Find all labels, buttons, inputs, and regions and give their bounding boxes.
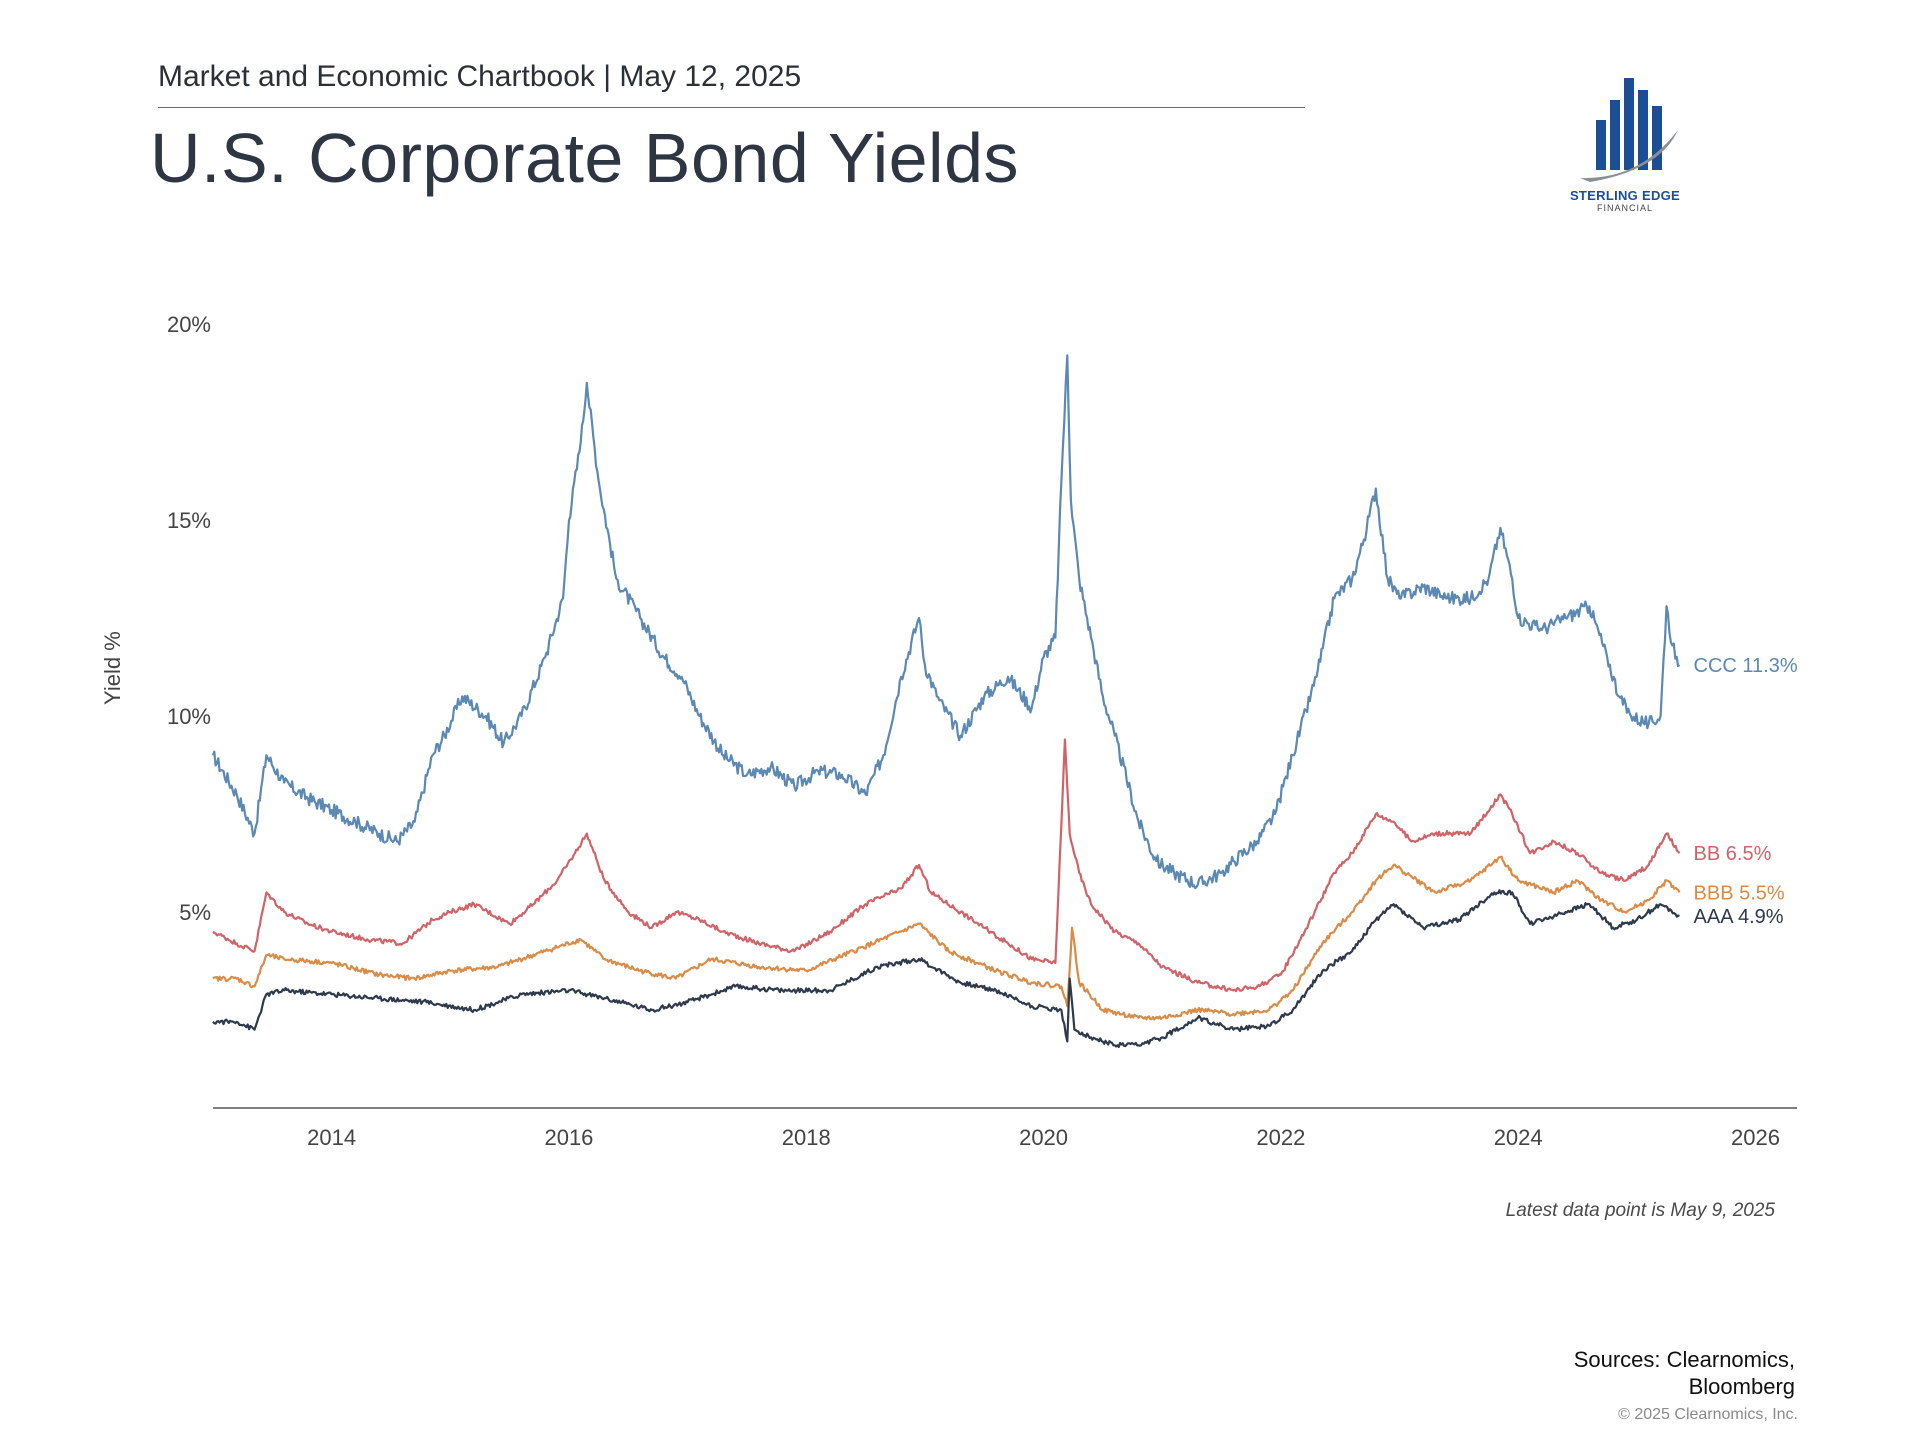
company-logo-icon	[1580, 78, 1678, 182]
series-end-label-bbb: BBB 5.5%	[1694, 882, 1785, 904]
series-end-label-aaa: AAA 4.9%	[1694, 906, 1784, 928]
x-tick-label: 2016	[544, 1125, 593, 1150]
x-tick-label: 2024	[1494, 1125, 1543, 1150]
copyright-text: © 2025 Clearnomics, Inc.	[1618, 1406, 1798, 1423]
sources-line-2: Bloomberg	[1688, 1374, 1795, 1399]
series-end-label-ccc: CCC 11.3%	[1694, 655, 1798, 677]
series-line-bbb	[212, 855, 1681, 1021]
latest-data-note: Latest data point is May 9, 2025	[1505, 1200, 1775, 1221]
header-divider	[158, 107, 1305, 108]
chartbook-subtitle: Market and Economic Chartbook | May 12, …	[158, 60, 802, 93]
x-tick-label: 2020	[1019, 1125, 1068, 1150]
series-line-ccc	[211, 354, 1681, 890]
y-tick-label: 10%	[167, 704, 211, 729]
x-tick-label: 2018	[782, 1125, 831, 1150]
page-title: U.S. Corporate Bond Yields	[150, 119, 1020, 197]
series-line-bb	[212, 738, 1681, 993]
sources-text: Sources: Clearnomics, Bloomberg	[1450, 1346, 1795, 1400]
sources-line-1: Sources: Clearnomics,	[1573, 1347, 1795, 1372]
x-tick-label: 2014	[307, 1125, 356, 1150]
x-tick-label: 2026	[1731, 1125, 1780, 1150]
logo-name: STERLING EDGE	[1569, 188, 1681, 203]
y-tick-label: 5%	[179, 900, 211, 925]
series-end-label-bb: BB 6.5%	[1694, 843, 1772, 865]
logo-subtitle: FINANCIAL	[1596, 203, 1653, 213]
y-tick-label: 20%	[167, 312, 211, 337]
x-tick-label: 2022	[1256, 1125, 1305, 1150]
series-line-aaa	[212, 889, 1680, 1049]
y-tick-label: 15%	[167, 508, 211, 533]
